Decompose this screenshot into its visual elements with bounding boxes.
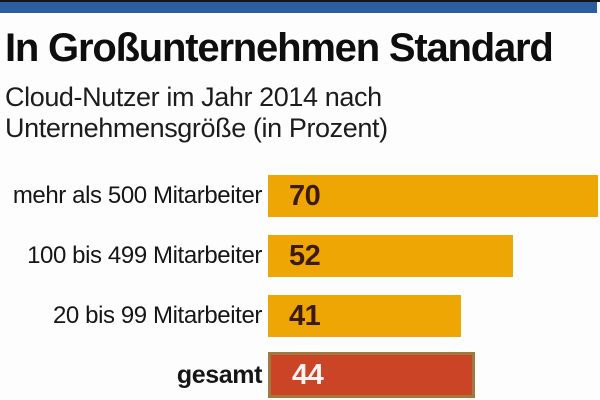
bar-gesamt: 44: [268, 352, 475, 398]
category-label: gesamt: [176, 360, 263, 389]
chart-row-20-bis-99: 20 bis 99 Mitarbeiter 41: [0, 295, 600, 337]
value-label: 52: [289, 239, 321, 272]
chart-subtitle-line-1: Cloud-Nutzer im Jahr 2014 nach: [5, 82, 382, 112]
category-label: 100 bis 499 Mitarbeiter: [27, 242, 262, 269]
chart-title: In Großunternehmen Standard: [5, 26, 554, 70]
category-label: mehr als 500 Mitarbeiter: [12, 182, 263, 209]
value-label: 44: [292, 358, 324, 391]
bar-100-bis-499: 52: [268, 235, 513, 277]
value-label: 70: [289, 179, 321, 212]
chart-row-gesamt: gesamt 44: [0, 352, 600, 398]
category-label: 20 bis 99 Mitarbeiter: [52, 302, 262, 329]
top-rule: [0, 0, 600, 2]
chart-subtitle: Cloud-Nutzer im Jahr 2014 nach Unternehm…: [5, 82, 565, 144]
chart-row-mehr-als-500: mehr als 500 Mitarbeiter 70: [0, 175, 600, 217]
bar-20-bis-99: 41: [268, 295, 461, 337]
bar-mehr-als-500: 70: [268, 175, 598, 217]
chart-row-100-bis-499: 100 bis 499 Mitarbeiter 52: [0, 235, 600, 277]
value-label: 41: [289, 299, 321, 332]
masthead-blue-band: [0, 2, 597, 13]
chart-subtitle-line-2: Unternehmensgröße (in Prozent): [5, 113, 388, 143]
